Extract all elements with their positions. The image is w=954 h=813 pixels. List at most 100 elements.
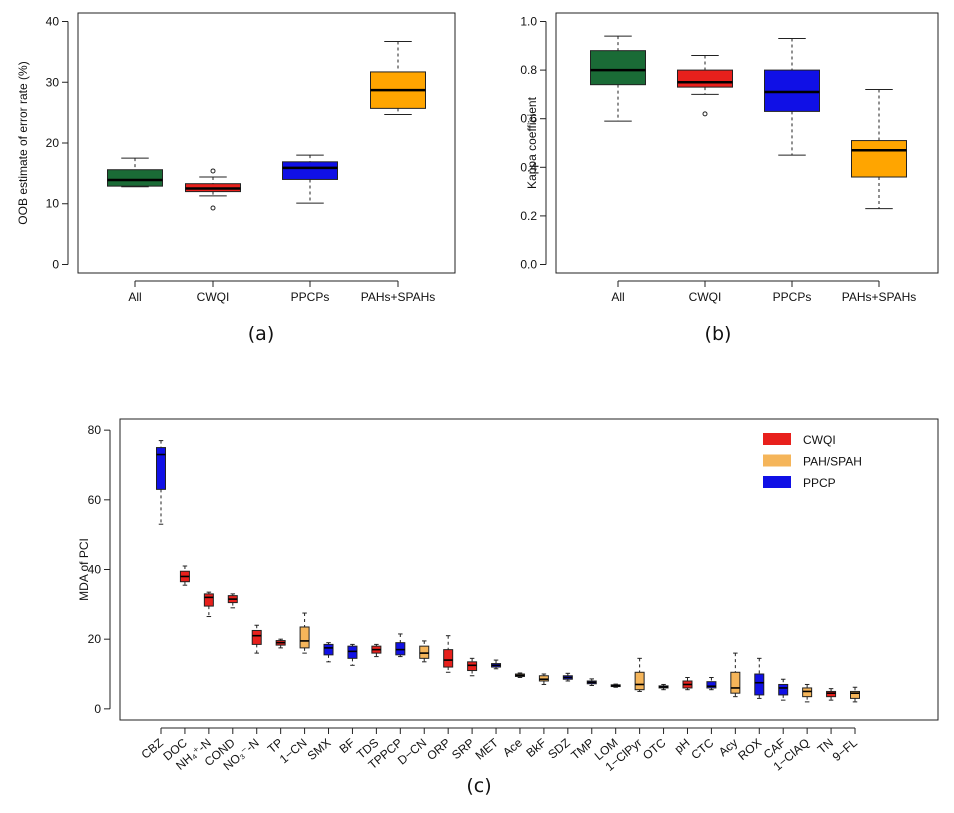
box-TDS (371, 643, 382, 658)
legend-swatch (763, 454, 791, 467)
x-tick-label: PAHs+SPAHs (361, 290, 436, 304)
box-PPCPs (764, 38, 820, 156)
box-iqr (419, 645, 430, 659)
x-tick-label: All (611, 290, 624, 304)
legend-label: PAH/SPAH (803, 455, 862, 469)
panel-caption: (c) (466, 775, 491, 797)
plot-frame (555, 12, 939, 274)
box-iqr (467, 661, 478, 672)
y-tick-label: 0.8 (520, 63, 537, 77)
panel-caption: (a) (248, 323, 274, 345)
box-CAF (778, 678, 789, 701)
box-iqr (347, 645, 358, 659)
y-tick-label: 80 (88, 423, 102, 437)
outlier-point (210, 168, 216, 174)
x-tick-label: SDZ (545, 736, 572, 762)
box-PAHs+SPAHs (851, 89, 907, 210)
box-D−CN (419, 640, 430, 663)
y-tick-label: 20 (88, 632, 102, 646)
x-tick-label: CWQI (689, 290, 722, 304)
x-tick-label: BF (337, 736, 358, 757)
legend-swatch (763, 476, 791, 488)
box-BkF (538, 673, 549, 685)
y-axis-label: MDA of PCI (77, 538, 91, 601)
outlier-point (702, 111, 708, 117)
y-tick-label: 0 (94, 702, 101, 716)
x-tick-label: Ace (500, 735, 525, 759)
box-All (590, 35, 646, 122)
x-tick-label: MET (473, 735, 502, 762)
x-tick-label: Acy (716, 736, 740, 760)
x-tick-label: 1−CN (277, 736, 310, 767)
x-tick-label: CBZ (139, 736, 166, 762)
box-iqr (203, 593, 214, 607)
legend-swatch (763, 433, 791, 445)
y-tick-label: 0.2 (520, 209, 537, 223)
box-Acy (730, 652, 741, 698)
box-iqr (282, 161, 338, 180)
x-tick-label: BkF (523, 736, 548, 760)
box-PPCPs (282, 154, 338, 204)
box-COND (227, 593, 238, 609)
box-TP (275, 638, 286, 649)
box-iqr (590, 50, 646, 86)
box-iqr (677, 69, 733, 88)
legend-label: PPCP (803, 476, 836, 490)
box-ORP (443, 635, 454, 673)
box-Ace (514, 672, 525, 678)
box-iqr (778, 683, 789, 696)
y-tick-label: 0.0 (520, 257, 537, 271)
y-tick-label: 40 (46, 15, 60, 29)
legend-label: CWQI (803, 433, 836, 447)
box-iqr (299, 626, 310, 649)
box-iqr (754, 673, 765, 696)
box-SDZ (562, 672, 573, 682)
y-axis-label: Kappa coefficient (525, 96, 539, 189)
x-tick-label: SMX (305, 736, 334, 763)
box-9−FL (850, 686, 860, 703)
box-NO₃⁻-N (251, 624, 262, 654)
outlier-point (210, 205, 216, 211)
box-SMX (323, 642, 334, 663)
box-1−ClPyr (634, 657, 645, 692)
panel-a: 0 10 20 30 40 OOB estimate of error rate (%) A… (16, 12, 456, 345)
box-iqr (851, 140, 907, 178)
box-iqr (826, 690, 837, 698)
y-tick-label: 0 (52, 257, 59, 271)
y-tick-label: 60 (88, 493, 102, 507)
box-iqr (538, 675, 549, 682)
box-iqr (802, 687, 813, 698)
y-tick-label: 10 (46, 197, 60, 211)
box-iqr (634, 671, 645, 691)
y-tick-label: 20 (46, 136, 60, 150)
x-tick-label: PPCPs (291, 290, 330, 304)
x-tick-label: CTC (688, 735, 716, 762)
box-LOM (610, 683, 621, 688)
x-tick-label: SRP (449, 736, 477, 763)
box-iqr (107, 169, 163, 187)
x-tick-label: PPCPs (773, 290, 812, 304)
x-tick-label: TMP (568, 736, 596, 763)
x-tick-label: 9−FL (830, 735, 860, 764)
box-iqr (730, 671, 741, 694)
box-CWQI (677, 55, 733, 117)
x-tick-label: ORP (424, 736, 453, 763)
box-BF (347, 643, 358, 666)
x-tick-label: CWQI (197, 290, 230, 304)
box-iqr (323, 643, 334, 656)
box-PAHs+SPAHs (370, 41, 426, 115)
box-OTC (658, 683, 669, 691)
box-iqr (706, 681, 717, 689)
box-1−CN (299, 612, 310, 654)
box-SRP (467, 657, 478, 677)
box-TMP (586, 678, 597, 687)
y-tick-label: 0.6 (520, 112, 537, 126)
x-tick-label: All (128, 290, 141, 304)
y-tick-label: 30 (46, 75, 60, 89)
box-iqr (850, 690, 860, 699)
box-CWQI (185, 168, 241, 211)
box-iqr (251, 629, 262, 645)
box-NH₄⁺-N (203, 591, 214, 618)
